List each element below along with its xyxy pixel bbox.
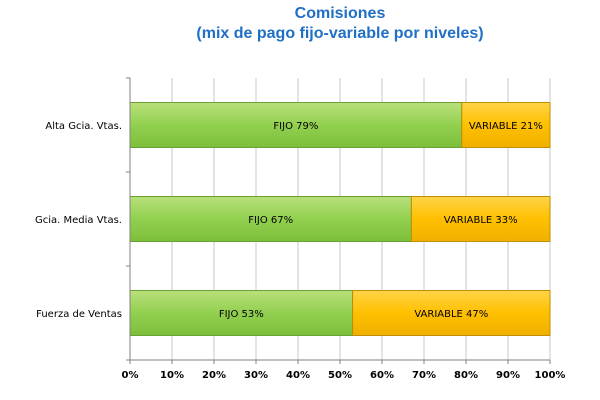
x-tick-label: 50% [328,370,352,381]
x-tick-label: 70% [412,370,436,381]
x-tick-label: 20% [202,370,226,381]
segment-label: VARIABLE 33% [444,215,518,226]
bar-segment [461,102,551,148]
chart-title: Comisiones [294,5,386,22]
x-tick-label: 0% [122,370,139,381]
segment-label: FIJO 79% [273,121,318,132]
category-label: Gcia. Media Vtas. [35,215,122,226]
segment-label: VARIABLE 21% [469,121,543,132]
segment-label: FIJO 67% [248,215,293,226]
x-tick-label: 40% [286,370,310,381]
bar-segment [129,290,354,336]
bars [129,102,551,336]
bar-segment [410,196,551,242]
x-tick-label: 30% [244,370,268,381]
chart-title-block: Comisiones (mix de pago fijo-variable po… [130,4,550,44]
category-label: Alta Gcia. Vtas. [45,121,122,132]
x-tick-label: 90% [496,370,520,381]
chart-subtitle: (mix de pago fijo-variable por niveles) [196,25,484,42]
x-tick-label: 60% [370,370,394,381]
category-label: Fuerza de Ventas [36,309,122,320]
x-tick-label: 10% [160,370,184,381]
segment-label: FIJO 53% [219,309,264,320]
bar-segment [352,290,551,336]
x-tick-label: 100% [535,370,566,381]
axes [126,77,551,364]
labels: 0% 10% 20% 30% 40% 50% 60% 70% 80% 90% 100% Alta Gc… [35,121,565,381]
segment-label: VARIABLE 47% [414,309,488,320]
x-tick-label: 80% [454,370,478,381]
